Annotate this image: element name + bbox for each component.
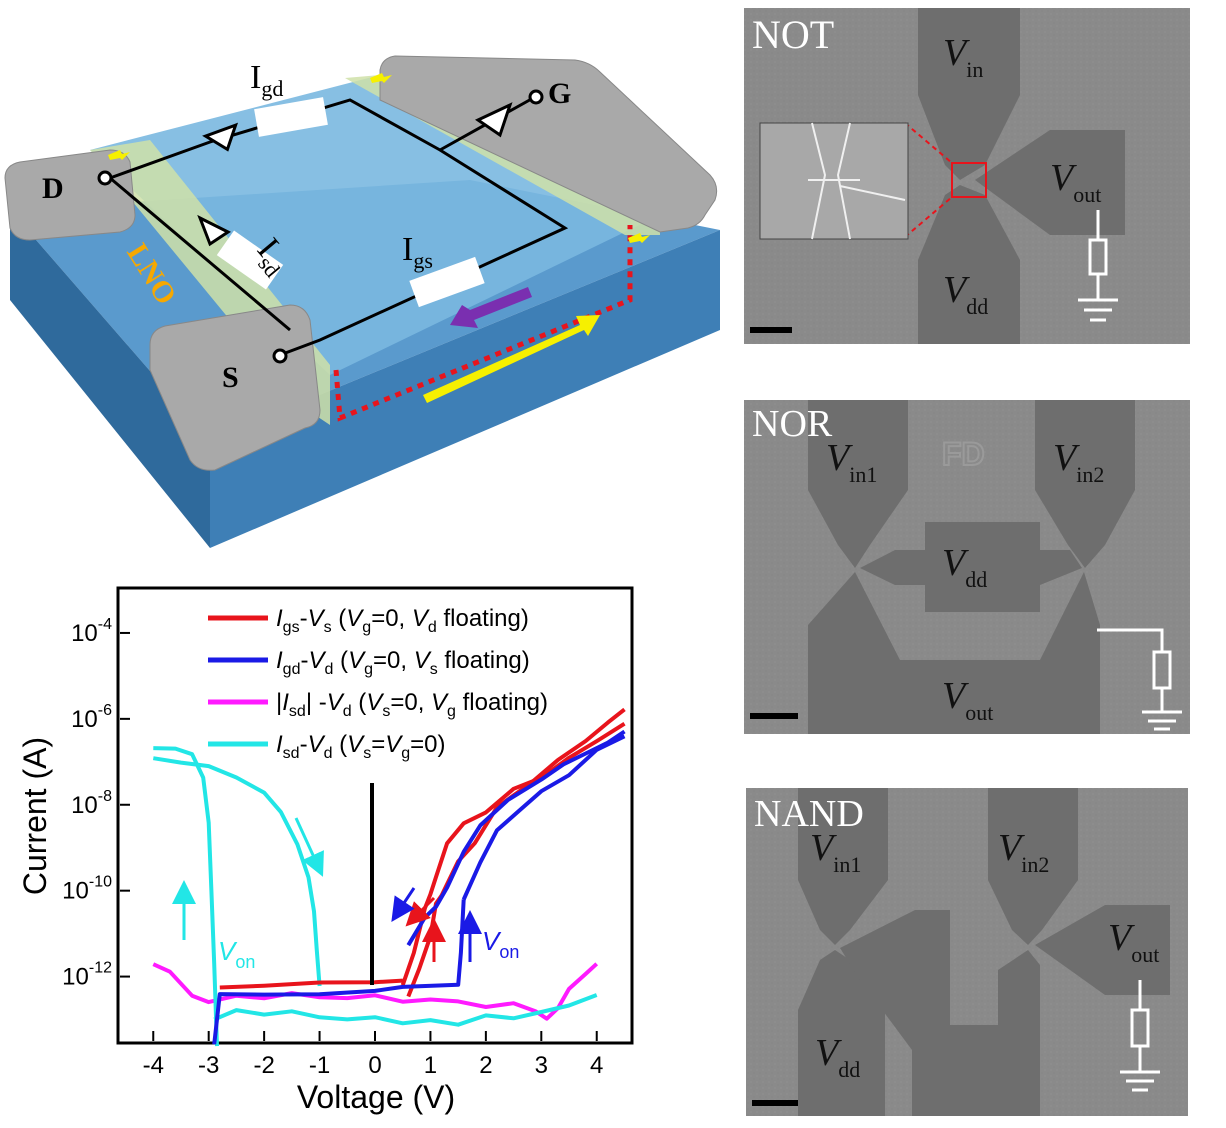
nand-vdd-label: Vdd [815, 1032, 860, 1082]
electrode-s [149, 304, 321, 471]
legend-entry: |Isd| -Vd (Vs=0, Vg floating) [276, 689, 548, 720]
device-schematic: D S G LNO Igd Isd Igs [4, 55, 720, 548]
x-tick-label: -4 [143, 1052, 164, 1079]
sem-panel-nand: NAND Vin1 Vin2 Vout Vdd [746, 788, 1188, 1116]
electrode-d [4, 149, 136, 241]
sem-panel-nor: FD NOR Vin1 Vin2 Vdd Vout [744, 400, 1190, 734]
substrate-front [10, 210, 210, 548]
current-gd-label: Igd [250, 59, 283, 101]
series-line-2 [406, 729, 626, 947]
y-tick-label: 10-8 [71, 788, 112, 819]
legend-entry: Isd-Vd (Vs=Vg=0) [276, 731, 445, 762]
nor-vdd-label: Vdd [942, 542, 987, 592]
sem-title-not: NOT [752, 12, 834, 57]
chart-xlabel: Voltage (V) [297, 1079, 455, 1115]
x-tick-label: -3 [198, 1052, 219, 1079]
chart-axes-group: -4 -3 -2 -1 0 1 2 3 4 10-4 10-6 10-8 10-10 10-12 [62, 616, 603, 1079]
electrode-g [379, 55, 718, 233]
x-tick-label: -2 [253, 1052, 274, 1079]
series-line-9 [219, 978, 403, 990]
not-vdd-label: Vdd [943, 269, 988, 319]
nor-vin2-label: Vin2 [1053, 437, 1104, 487]
not-vin-label: Vin [943, 32, 983, 82]
nand-vin1-label: Vin1 [810, 827, 861, 877]
nor-fd-mark: FD [942, 436, 985, 472]
chart-legend: Igs-Vs (Vg=0, Vd floating) Igd-Vd (Vg=0, … [208, 605, 548, 762]
x-tick-label: -1 [309, 1052, 330, 1079]
y-tick-label: 10-4 [71, 616, 112, 647]
yellow-arrow [423, 315, 600, 403]
sem-panel-not: NOT Vin Vout Vdd [744, 8, 1190, 344]
series-line-7 [213, 993, 598, 1027]
legend-entry: Igs-Vs (Vg=0, Vd floating) [276, 605, 529, 636]
y-tick-label: 10-6 [71, 702, 112, 733]
x-tick-label: 4 [590, 1052, 603, 1079]
y-tick-label: 10-10 [62, 874, 112, 905]
terminal-d-label: D [42, 172, 64, 205]
plot-frame [116, 586, 634, 1045]
nor-vout-label: Vout [942, 675, 993, 725]
x-tick-label: 1 [424, 1052, 437, 1079]
iv-chart: -4 -3 -2 -1 0 1 2 3 4 10-4 10-6 10-8 10-10 10-12 Igs-… [17, 586, 634, 1115]
legend-entry: Igd-Vd (Vg=0, Vs floating) [276, 647, 530, 678]
x-tick-label: 3 [535, 1052, 548, 1079]
current-gs-label: Igs [402, 231, 433, 273]
series-line-8 [212, 899, 466, 1045]
x-tick-label: 2 [479, 1052, 492, 1079]
x-tick-label: 0 [368, 1052, 381, 1079]
sem-title-nand: NAND [754, 793, 864, 835]
purple-arrow [450, 287, 532, 328]
von-annotation-cyan: Von [218, 936, 255, 972]
series-line-6 [152, 756, 322, 987]
terminal-g-label: G [548, 77, 571, 110]
von-annotation-blue: Von [482, 926, 519, 962]
y-tick-label: 10-12 [62, 960, 112, 991]
nand-vout-label: Vout [1108, 917, 1159, 967]
substrate-right [210, 230, 720, 548]
chart-ylabel: Current (A) [17, 737, 53, 895]
terminal-s-label: S [222, 361, 239, 394]
series-line-3 [461, 734, 626, 901]
sem-title-nor: NOR [752, 403, 833, 445]
not-vout-label: Vout [1050, 157, 1101, 207]
nor-vin1-label: Vin1 [826, 437, 877, 487]
nand-vin2-label: Vin2 [998, 827, 1049, 877]
series-line-5 [153, 746, 219, 1047]
